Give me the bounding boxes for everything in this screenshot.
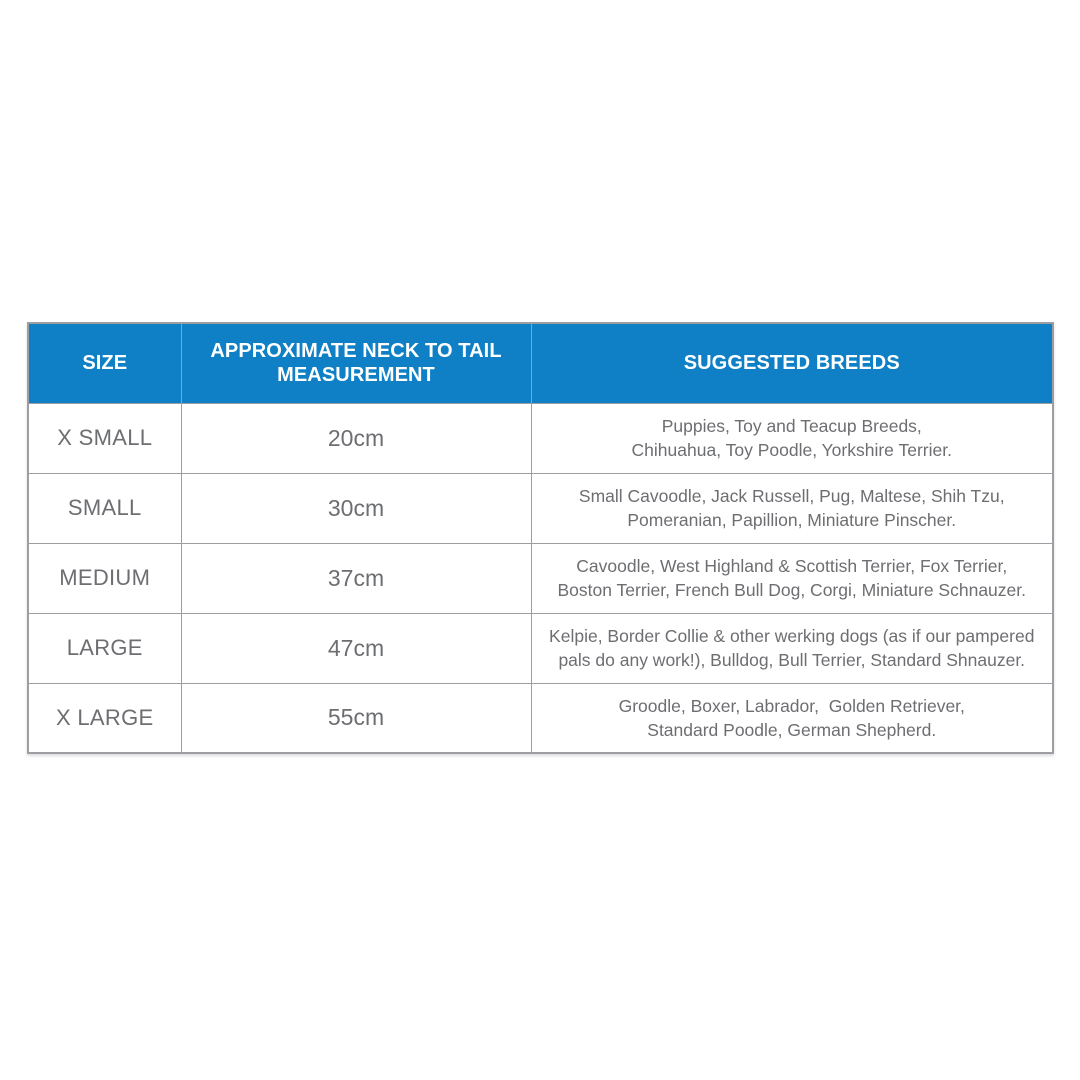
size-cell: LARGE — [27, 612, 182, 684]
table-row-xsmall: X SMALL 20cm Puppies, Toy and Teacup Bre… — [27, 402, 1054, 474]
breeds-cell: Groodle, Boxer, Labrador, Golden Retriev… — [530, 682, 1054, 754]
breeds-line: Boston Terrier, French Bull Dog, Corgi, … — [557, 580, 1026, 600]
breeds-line: Cavoodle, West Highland & Scottish Terri… — [576, 555, 1008, 576]
measurement-cell: 20cm — [180, 402, 532, 474]
table-header-row: SIZE APPROXIMATE NECK TO TAIL MEASUREMEN… — [27, 322, 1054, 404]
measurement-cell: 37cm — [180, 542, 532, 614]
header-measurement: APPROXIMATE NECK TO TAIL MEASUREMENT — [180, 322, 532, 404]
breeds-line: Pomeranian, Papillion, Miniature Pinsche… — [627, 510, 957, 530]
header-suggested-breeds: SUGGESTED BREEDS — [530, 322, 1054, 404]
breeds-cell: Cavoodle, West Highland & Scottish Terri… — [530, 542, 1054, 614]
header-size: SIZE — [27, 322, 182, 404]
breeds-line: Small Cavoodle, Jack Russell, Pug, Malte… — [578, 485, 1005, 506]
size-cell: MEDIUM — [27, 542, 182, 614]
breeds-cell: Kelpie, Border Collie & other werking do… — [530, 612, 1054, 684]
measurement-cell: 30cm — [180, 472, 532, 544]
breeds-line: Kelpie, Border Collie & other werking do… — [549, 625, 1035, 646]
measurement-cell: 55cm — [180, 682, 532, 754]
breeds-cell: Puppies, Toy and Teacup Breeds, Chihuahu… — [530, 402, 1054, 474]
breeds-line: Puppies, Toy and Teacup Breeds, — [661, 415, 922, 436]
measurement-cell: 47cm — [180, 612, 532, 684]
breeds-line: Groodle, Boxer, Labrador, Golden Retriev… — [618, 695, 965, 716]
size-cell: X SMALL — [27, 402, 182, 474]
table-row-medium: MEDIUM 37cm Cavoodle, West Highland & Sc… — [27, 542, 1054, 614]
table-row-xlarge: X LARGE 55cm Groodle, Boxer, Labrador, G… — [27, 682, 1054, 754]
size-cell: SMALL — [27, 472, 182, 544]
breeds-line: Standard Poodle, German Shepherd. — [647, 719, 937, 740]
breeds-line: Chihuahua, Toy Poodle, Yorkshire Terrier… — [631, 440, 952, 460]
table-row-large: LARGE 47cm Kelpie, Border Collie & other… — [27, 612, 1054, 684]
size-cell: X LARGE — [27, 682, 182, 754]
breeds-cell: Small Cavoodle, Jack Russell, Pug, Malte… — [530, 472, 1054, 544]
breeds-line: pals do any work!), Bulldog, Bull Terrie… — [558, 650, 1026, 670]
table-row-small: SMALL 30cm Small Cavoodle, Jack Russell,… — [27, 472, 1054, 544]
size-chart-table: SIZE APPROXIMATE NECK TO TAIL MEASUREMEN… — [27, 322, 1054, 754]
